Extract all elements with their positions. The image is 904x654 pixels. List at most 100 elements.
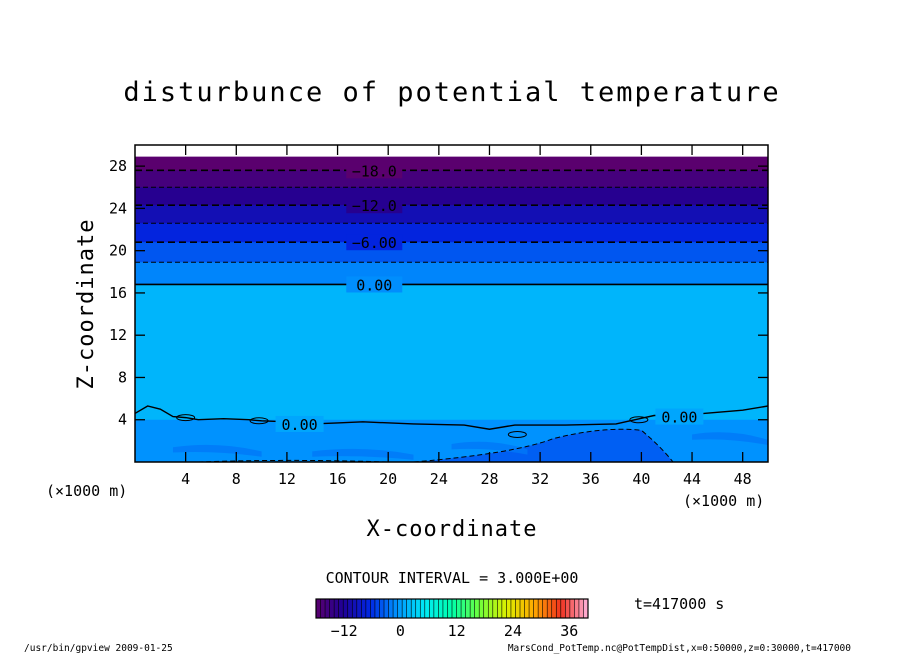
contour-label-0: −18.0 [352, 162, 397, 180]
colorbar-cell-9 [356, 599, 362, 618]
colorbar-cell-22 [415, 599, 421, 618]
y-tick-label-2: 12 [109, 326, 127, 344]
x-tick-label-8: 36 [582, 470, 600, 488]
contour-label-4: −6.00 [352, 234, 397, 252]
colorbar-cell-3 [329, 599, 335, 618]
colorbar-frame [315, 598, 589, 619]
field-band-3 [135, 187, 768, 206]
colorbar-cell-53 [556, 599, 562, 618]
y-tick-label-1: 8 [118, 368, 127, 386]
colorbar-cell-31 [456, 599, 462, 618]
colorbar-cell-5 [338, 599, 344, 618]
contour-label-low-0: 0.00 [282, 416, 318, 434]
contour-label-2: −12.0 [352, 197, 397, 215]
colorbar-cell-51 [547, 599, 553, 618]
colorbar-cell-54 [560, 599, 566, 618]
colorbar-tick-label-2: 12 [448, 622, 466, 640]
colorbar-cell-21 [411, 599, 417, 618]
contour-lines [135, 169, 768, 462]
colorbar-cell-12 [370, 599, 376, 618]
contour-label-low-1: 0.00 [661, 409, 697, 427]
colorbar-tick-label-4: 36 [560, 622, 578, 640]
contour-surface-dash [198, 459, 389, 462]
field-top-blank [135, 145, 768, 157]
x-tick-label-10: 44 [683, 470, 701, 488]
field-band-1 [135, 156, 768, 171]
lower-streak-2 [451, 441, 528, 455]
colorbar-cell-45 [520, 599, 525, 618]
colorbar-cell-18 [397, 599, 403, 618]
field-band-2 [135, 170, 768, 188]
colorbar-cell-29 [447, 599, 453, 618]
plot-frame [134, 144, 769, 463]
contour-label-6: 0.00 [356, 276, 392, 294]
contour-label-low-bg-0 [275, 415, 324, 432]
field-band-8 [135, 284, 768, 421]
colorbar-tick-label-1: 0 [396, 622, 405, 640]
contour-label-bg-6 [346, 276, 403, 293]
contour-line-zero-lower [135, 405, 768, 430]
colorbar-cell-17 [393, 599, 398, 618]
x-unit-label-right: (×1000 m) [683, 492, 764, 510]
colorbar-cell-43 [510, 599, 516, 618]
contour-label-bg-0 [346, 162, 403, 179]
colorbar-cell-4 [334, 599, 339, 618]
colorbar-cell-47 [529, 599, 534, 618]
x-tick-label-11: 48 [734, 470, 752, 488]
x-tick-label-7: 32 [531, 470, 549, 488]
x-tick-label-4: 20 [379, 470, 397, 488]
colorbar-cell-6 [343, 599, 349, 618]
footer-right: MarsCond_PotTemp.nc@PotTempDist,x=0:5000… [508, 643, 851, 654]
lower-streak-0 [172, 444, 262, 457]
y-tick-label-3: 16 [109, 284, 127, 302]
colorbar-cell-1 [320, 599, 326, 618]
colorbar-tick-labels: −12 0 12 24 36 [331, 622, 579, 640]
contour-eddy-3 [629, 416, 649, 424]
cold-blob [413, 429, 674, 462]
contour-label-low-bg-1 [655, 408, 704, 425]
y-tick-label-6: 28 [109, 157, 127, 175]
colorbar-cell-20 [406, 599, 412, 618]
colorbar-cell-34 [470, 599, 475, 618]
time-label: t=417000 s [634, 595, 724, 613]
colorbar-cell-39 [492, 599, 498, 618]
colorbar-cell-28 [442, 599, 448, 618]
x-axis-label: X-coordinate [367, 517, 538, 542]
colorbar-cell-23 [420, 599, 426, 618]
colorbar-cell-36 [479, 599, 485, 618]
y-tick-label-5: 24 [109, 199, 127, 217]
contour-eddy-1 [249, 417, 269, 425]
colorbar-cell-15 [384, 599, 389, 618]
colorbar-cell-27 [438, 599, 444, 618]
colorbar-tick-label-3: 24 [504, 622, 522, 640]
x-tick-label-1: 8 [232, 470, 241, 488]
colorbar-cell-8 [352, 599, 358, 618]
colorbar-cell-49 [538, 599, 543, 618]
x-tick-label-0: 4 [181, 470, 190, 488]
x-tick-label-6: 28 [480, 470, 498, 488]
contour-eddy-0 [176, 414, 196, 422]
colorbar-cell-38 [488, 599, 494, 618]
colorbar [315, 598, 589, 619]
contour-label-bg-2 [346, 197, 403, 214]
field-band-5 [135, 223, 768, 243]
y-tick-label-4: 20 [109, 242, 127, 260]
colorbar-cell-48 [533, 599, 539, 618]
colorbar-cell-52 [551, 599, 557, 618]
colorbar-cell-26 [433, 599, 439, 618]
field-band-7 [135, 262, 768, 286]
colorbar-cell-35 [474, 599, 480, 618]
colorbar-cell-25 [429, 599, 435, 618]
colorbar-cell-0 [316, 599, 321, 618]
colorbar-cell-40 [497, 599, 503, 618]
colorbar-cell-44 [515, 599, 521, 618]
x-unit-label-left: (×1000 m) [46, 482, 127, 500]
colorbar-cell-19 [402, 599, 407, 618]
x-tick-label-5: 24 [430, 470, 448, 488]
x-axis: 4 8 12 16 20 24 28 32 36 40 44 48 [181, 145, 752, 488]
colorbar-cell-55 [565, 599, 571, 618]
colorbar-cell-57 [574, 599, 580, 618]
colorbar-cell-14 [379, 599, 385, 618]
field-band-4 [135, 205, 768, 224]
